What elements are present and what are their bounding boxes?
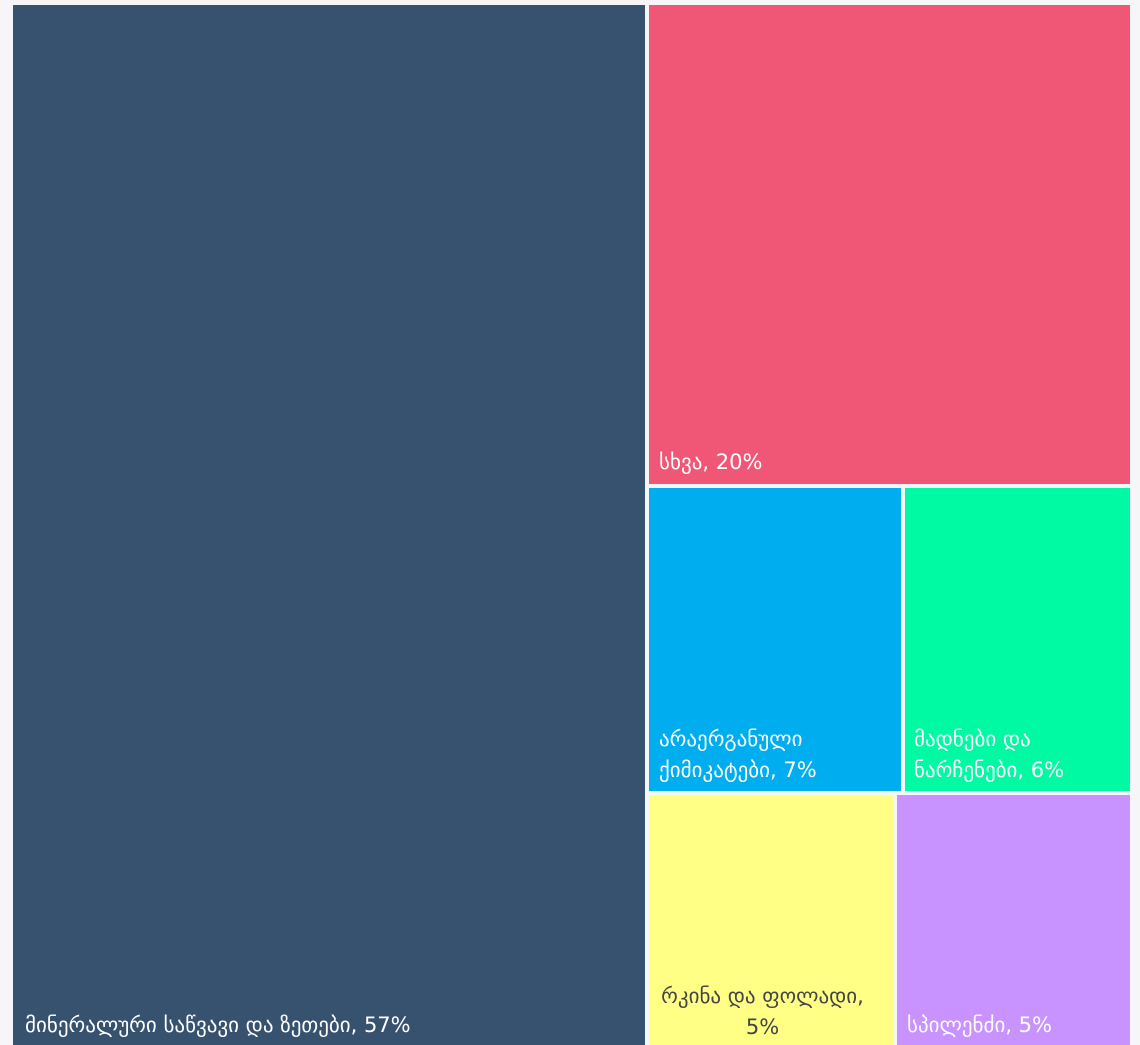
tile-ores-slag [905, 488, 1130, 791]
tile-copper [897, 795, 1130, 1045]
tile-other [649, 5, 1130, 484]
tile-inorganic-chemicals [649, 488, 901, 791]
tile-mineral-fuels [13, 5, 645, 1045]
tile-iron-steel [649, 795, 893, 1045]
